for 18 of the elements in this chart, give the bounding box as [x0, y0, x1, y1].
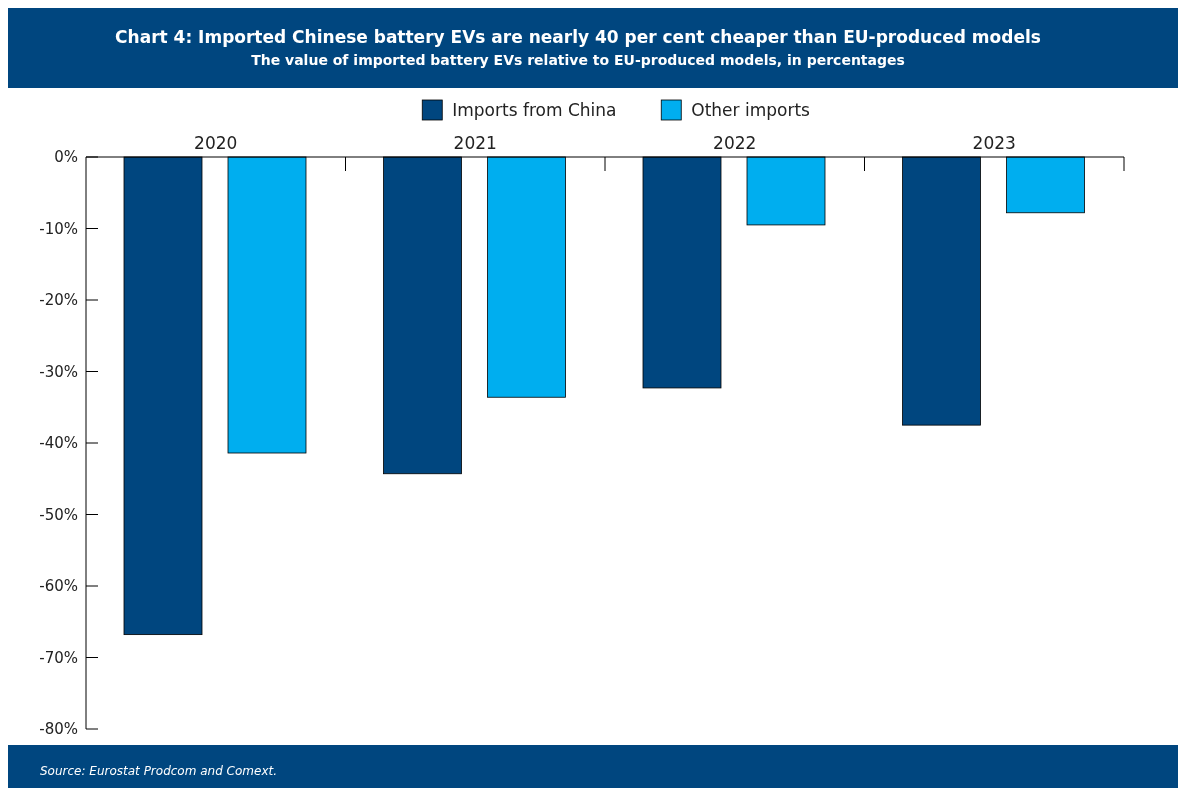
y-tick-label: -50% [39, 505, 78, 524]
y-tick-label: -10% [39, 219, 78, 238]
y-tick-label: -80% [39, 720, 78, 738]
legend-label: Imports from China [452, 100, 617, 120]
source-note: Source: Eurostat Prodcom and Comext. [40, 764, 278, 778]
x-tick-label: 2020 [194, 133, 238, 153]
x-tick-label: 2022 [713, 133, 757, 153]
y-tick-label: -60% [39, 577, 78, 595]
legend-label: Other imports [691, 100, 811, 120]
x-tick-label: 2023 [972, 133, 1016, 153]
chart-subtitle: The value of imported battery EVs relative to EU-produced models, in percentages [251, 52, 905, 68]
y-tick-label: 0% [54, 148, 78, 166]
chart-title: Chart 4: Imported Chinese battery EVs are nearly 40 per cent cheaper than EU-produced models [115, 27, 1041, 47]
y-tick-label: -20% [39, 291, 78, 309]
y-tick-label: -30% [39, 362, 78, 381]
x-tick-label: 2021 [453, 133, 497, 153]
y-tick-label: -40% [39, 434, 78, 452]
y-tick-label: -70% [39, 648, 78, 667]
